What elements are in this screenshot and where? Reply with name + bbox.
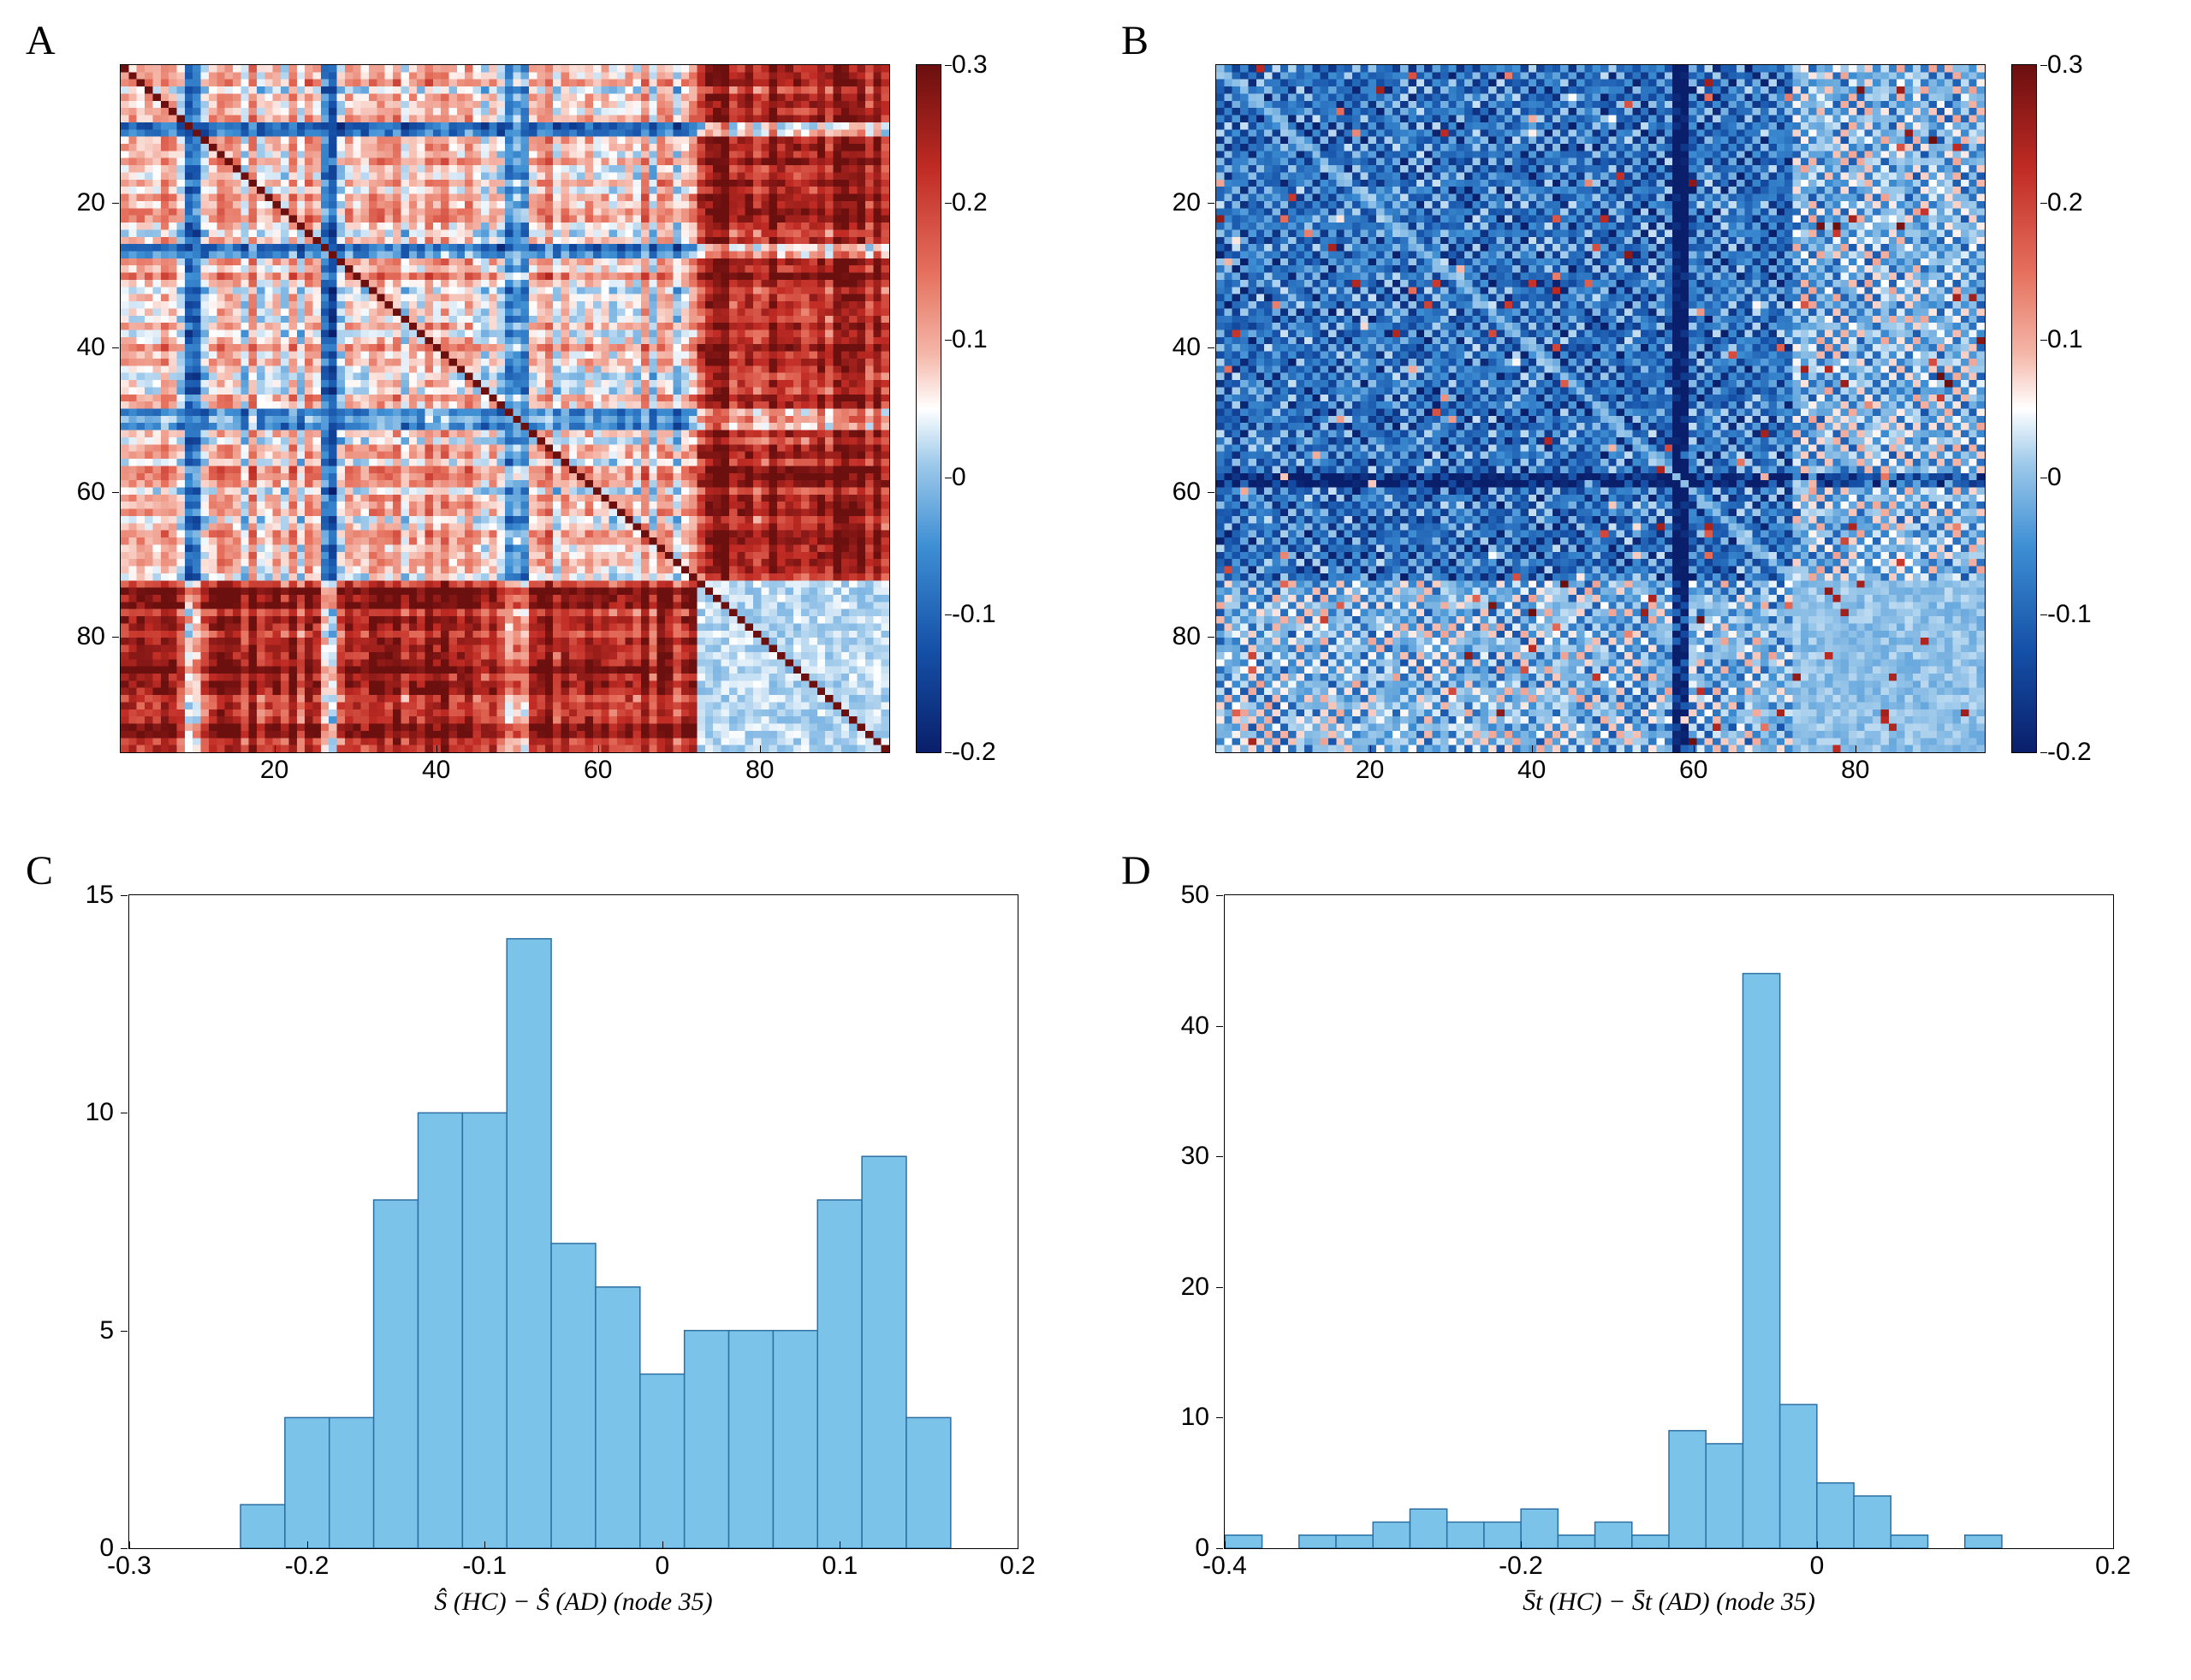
- panel-c-label: C: [26, 847, 53, 894]
- panel-a: A 20406080 20406080 -0.2-0.100.10.20.3: [26, 26, 1070, 822]
- panel-a-label: A: [26, 17, 56, 64]
- panel-b: B 20406080 20406080 -0.2-0.100.10.20.3: [1121, 26, 2165, 822]
- panel-d: D -0.4-0.200.2 01020304050 S̄t (HC) − S̄…: [1121, 856, 2165, 1652]
- panel-b-xticks: 20406080: [1216, 752, 1985, 787]
- panel-a-colorbar-ticks: -0.2-0.100.10.20.3: [945, 65, 1018, 752]
- panel-a-yticks: 20406080: [61, 65, 112, 752]
- panel-b-canvas: [1216, 65, 1985, 752]
- panel-d-label: D: [1121, 847, 1151, 894]
- panel-d-yticks: 01020304050: [1165, 895, 1216, 1548]
- panel-b-plot: 20406080 20406080: [1215, 64, 1986, 753]
- figure-grid: A 20406080 20406080 -0.2-0.100.10.20.3 B…: [26, 26, 2165, 1652]
- panel-a-xticks: 20406080: [121, 752, 889, 787]
- panel-d-xlabel: S̄t (HC) − S̄t (AD) (node 35): [1523, 1588, 1815, 1617]
- panel-c-plot: -0.3-0.2-0.100.10.2 051015 Ŝ (HC) − Ŝ (A…: [128, 894, 1018, 1549]
- panel-d-plot: -0.4-0.200.2 01020304050 S̄t (HC) − S̄t …: [1224, 894, 2114, 1549]
- panel-a-canvas: [121, 65, 889, 752]
- panel-b-yticks: 20406080: [1156, 65, 1208, 752]
- panel-b-heatmap-wrap: 20406080 20406080 -0.2-0.100.10.20.3: [1215, 64, 2037, 753]
- panel-d-xticks: -0.4-0.200.2: [1225, 1548, 2113, 1582]
- panel-c-svg: [129, 895, 1018, 1548]
- panel-b-colorbar: -0.2-0.100.10.20.3: [2011, 64, 2037, 753]
- panel-c: C -0.3-0.2-0.100.10.2 051015 Ŝ (HC) − Ŝ …: [26, 856, 1070, 1652]
- panel-c-yticks: 051015: [69, 895, 121, 1548]
- panel-b-colorbar-ticks: -0.2-0.100.10.20.3: [2040, 65, 2113, 752]
- panel-a-plot: 20406080 20406080: [120, 64, 890, 753]
- panel-d-svg: [1225, 895, 2113, 1548]
- panel-b-label: B: [1121, 17, 1149, 64]
- panel-c-xlabel: Ŝ (HC) − Ŝ (AD) (node 35): [434, 1588, 712, 1617]
- panel-a-heatmap-wrap: 20406080 20406080 -0.2-0.100.10.20.3: [120, 64, 941, 753]
- panel-a-colorbar: -0.2-0.100.10.20.3: [916, 64, 941, 753]
- panel-c-xticks: -0.3-0.2-0.100.10.2: [129, 1548, 1018, 1582]
